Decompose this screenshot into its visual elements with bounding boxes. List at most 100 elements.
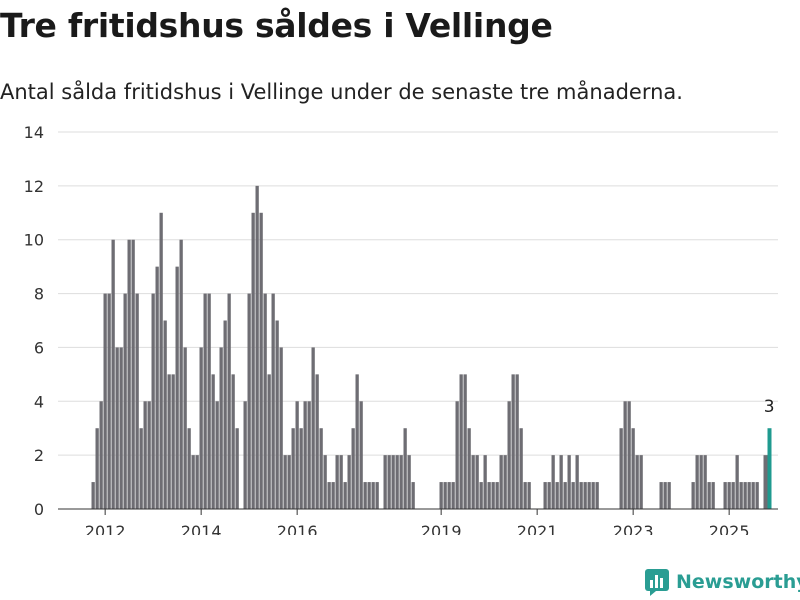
bar — [523, 482, 527, 509]
bar — [407, 455, 411, 509]
bar — [167, 374, 171, 509]
bar — [211, 374, 215, 509]
bar — [115, 347, 119, 509]
bar — [147, 401, 151, 509]
bar — [183, 347, 187, 509]
x-tick-label: 2025 — [709, 522, 750, 535]
bar — [495, 482, 499, 509]
bar — [347, 455, 351, 509]
bar — [503, 455, 507, 509]
bar — [515, 374, 519, 509]
y-tick-label: 14 — [24, 123, 44, 142]
bar-chart: 0 2 4 6 8 10 12 14 3 2012 2014 2016 2019 2021 2023 2025 — [24, 123, 778, 535]
x-tick-label: 2016 — [277, 522, 318, 535]
data-label-last: 3 — [764, 397, 775, 417]
chart-title: Tre fritidshus såldes i Vellinge — [0, 6, 553, 45]
bar — [155, 266, 159, 509]
bar — [619, 428, 623, 509]
bar — [507, 401, 511, 509]
bar — [403, 428, 407, 509]
bar — [747, 482, 751, 509]
x-tick-label: 2014 — [181, 522, 222, 535]
bar — [367, 482, 371, 509]
bar — [659, 482, 663, 509]
bar — [315, 374, 319, 509]
bar — [355, 374, 359, 509]
bar — [95, 428, 99, 509]
brand-name: Newsworthy — [676, 571, 800, 593]
bar — [699, 455, 703, 509]
bar — [767, 428, 772, 509]
bar — [663, 482, 667, 509]
bar — [555, 482, 559, 509]
bar — [395, 455, 399, 509]
bar — [727, 482, 731, 509]
bar — [111, 239, 115, 509]
bar — [187, 428, 191, 509]
bar — [119, 347, 123, 509]
bar — [291, 428, 295, 509]
bar — [259, 212, 263, 509]
bar — [591, 482, 595, 509]
bar — [159, 212, 163, 509]
bar — [667, 482, 671, 509]
bar — [207, 293, 211, 509]
bar — [175, 266, 179, 509]
bar — [271, 293, 275, 509]
bar — [135, 293, 139, 509]
bar — [587, 482, 591, 509]
bar — [163, 320, 167, 509]
bar — [303, 401, 307, 509]
bar — [491, 482, 495, 509]
bar — [583, 482, 587, 509]
bar — [559, 455, 563, 509]
x-tick-label: 2021 — [517, 522, 558, 535]
bar — [443, 482, 447, 509]
bar — [231, 374, 235, 509]
bar — [547, 482, 551, 509]
y-tick-label: 2 — [34, 446, 44, 465]
bar — [331, 482, 335, 509]
bar — [103, 293, 107, 509]
bar — [235, 428, 239, 509]
bar — [251, 212, 255, 509]
bar — [199, 347, 203, 509]
bar — [339, 455, 343, 509]
bar — [447, 482, 451, 509]
bar — [363, 482, 367, 509]
bar — [267, 374, 271, 509]
bar — [763, 455, 768, 509]
bar — [107, 293, 111, 509]
bar — [543, 482, 547, 509]
bar — [307, 401, 311, 509]
bar — [483, 455, 487, 509]
bar — [567, 455, 571, 509]
bar — [247, 293, 251, 509]
bar — [703, 455, 707, 509]
bar — [743, 482, 747, 509]
bar — [327, 482, 331, 509]
bar — [151, 293, 155, 509]
bar — [499, 455, 503, 509]
bar — [127, 239, 131, 509]
chart-subtitle: Antal sålda fritidshus i Vellinge under … — [0, 80, 683, 104]
bar — [635, 455, 639, 509]
bar — [91, 482, 95, 509]
bar — [343, 482, 347, 509]
bar — [467, 428, 471, 509]
bar — [723, 482, 727, 509]
bar — [459, 374, 463, 509]
bar — [527, 482, 531, 509]
bar — [455, 401, 459, 509]
bar — [411, 482, 415, 509]
bar — [399, 455, 403, 509]
bar — [739, 482, 743, 509]
bar — [227, 293, 231, 509]
bar — [691, 482, 695, 509]
bar — [203, 293, 207, 509]
bar — [275, 320, 279, 509]
y-tick-label: 8 — [34, 285, 44, 304]
bar — [463, 374, 467, 509]
y-tick-label: 6 — [34, 338, 44, 357]
bar — [179, 239, 183, 509]
